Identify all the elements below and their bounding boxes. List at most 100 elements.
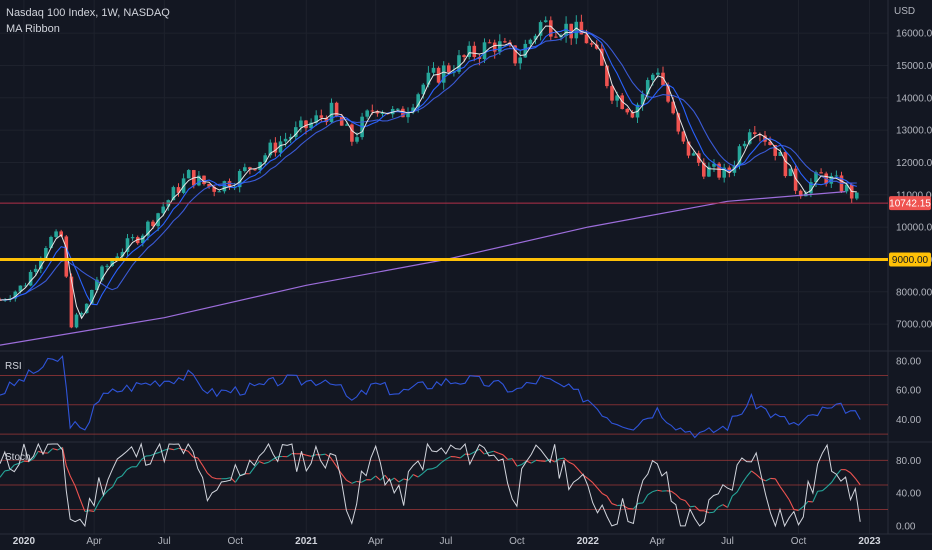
candle-body: [304, 120, 308, 129]
candle-body: [645, 80, 650, 95]
candle-body: [554, 36, 558, 38]
stoch-d-segment: [493, 450, 499, 454]
x-tick-label: 2021: [295, 536, 318, 547]
stoch-d-segment: [597, 487, 603, 494]
stoch-d-segment: [741, 476, 748, 485]
stoch-d-segment: [638, 502, 644, 504]
stoch-pane[interactable]: [0, 442, 888, 528]
candle-body: [243, 167, 247, 172]
stoch-d-segment: [286, 453, 293, 458]
candle-body: [212, 186, 216, 192]
stoch-d-segment: [657, 489, 663, 492]
stoch-d-segment: [812, 491, 819, 503]
candle-body: [503, 41, 507, 43]
stoch-d-segment: [263, 461, 269, 465]
stoch-d-segment: [784, 492, 790, 501]
candle-body: [844, 184, 849, 192]
candle-body: [95, 279, 99, 290]
candle-body: [49, 236, 53, 249]
stoch-d-segment: [516, 464, 522, 467]
candle-body: [227, 181, 232, 188]
stoch-d-segment: [684, 500, 691, 508]
stoch-d-segment: [65, 465, 71, 477]
candle-body: [778, 151, 783, 156]
stoch-d-segment: [47, 448, 54, 454]
candle-body: [39, 258, 43, 269]
stoch-d-segment: [52, 448, 58, 451]
stoch-d-segment: [817, 490, 823, 492]
stoch-d-segment: [455, 456, 461, 459]
stoch-d-segment: [675, 494, 681, 500]
candle-body: [426, 72, 431, 85]
candle-body: [90, 289, 94, 304]
stoch-d-segment: [822, 486, 828, 492]
candle-body: [737, 146, 742, 166]
stoch-d-segment: [731, 491, 738, 497]
candle-body: [207, 184, 211, 187]
candle-body: [819, 172, 823, 174]
candle-body: [579, 21, 584, 35]
candle-body: [141, 235, 145, 244]
candle-body: [538, 22, 543, 36]
candle-body: [411, 107, 415, 113]
candle-body: [686, 141, 691, 156]
stoch-d-segment: [713, 506, 719, 513]
candle-body: [441, 65, 446, 83]
stoch-d-segment: [587, 478, 594, 483]
candle-body: [319, 115, 324, 118]
stoch-d-segment: [192, 456, 198, 459]
stoch-d-segment: [606, 495, 613, 504]
candle-body: [533, 35, 538, 40]
candle-body: [283, 138, 288, 142]
rsi-tick-label: 80.00: [896, 356, 921, 367]
price-tick-label: 14000.00: [896, 93, 932, 104]
rsi-pane[interactable]: [0, 355, 888, 439]
candle-body: [248, 167, 252, 170]
stoch-d-segment: [93, 502, 100, 512]
stoch-d-segment: [601, 493, 608, 497]
candle-body: [462, 55, 466, 57]
candle-body: [610, 86, 614, 101]
stoch-d-segment: [670, 490, 677, 495]
stoch-d-segment: [89, 510, 95, 512]
stoch-d-segment: [0, 470, 6, 478]
candle-body: [753, 132, 757, 135]
rsi-pane-label: RSI: [5, 361, 22, 372]
candle-body: [125, 238, 130, 252]
candle-body: [370, 110, 375, 112]
stoch-d-segment: [440, 458, 447, 464]
stoch-d-segment: [154, 451, 160, 455]
candle-body: [436, 67, 441, 83]
stoch-d-segment: [718, 504, 724, 508]
stoch-d-segment: [234, 475, 241, 483]
stoch-d-segment: [249, 466, 255, 475]
stoch-tick-label: 80.00: [896, 456, 921, 467]
rsi-tick-label: 40.00: [896, 415, 921, 426]
stoch-d-segment: [14, 462, 20, 466]
stoch-d-segment: [379, 474, 386, 481]
candle-body: [666, 85, 670, 102]
stoch-d-segment: [212, 476, 217, 480]
price-pane[interactable]: [0, 14, 888, 346]
candle-body: [421, 84, 426, 95]
stoch-pane-label: Stoch: [5, 452, 31, 463]
candle-body: [365, 110, 369, 117]
candle-body: [217, 191, 222, 193]
candle-body: [482, 42, 487, 60]
stoch-d-segment: [121, 469, 128, 477]
candle-body: [18, 285, 23, 292]
grid: [0, 0, 932, 535]
stoch-d-segment: [79, 498, 86, 512]
candle-body: [492, 42, 497, 52]
stoch-d-segment: [592, 482, 598, 489]
candle-body: [431, 67, 436, 73]
support-price-label: 9000.00: [892, 255, 929, 266]
candle-body: [130, 237, 135, 239]
stoch-d-segment: [545, 458, 551, 462]
stoch-d-segment: [498, 452, 504, 456]
x-tick-label: Apr: [86, 536, 102, 547]
stoch-d-segment: [765, 477, 771, 482]
ma-ribbon-fast-line: [0, 25, 857, 320]
